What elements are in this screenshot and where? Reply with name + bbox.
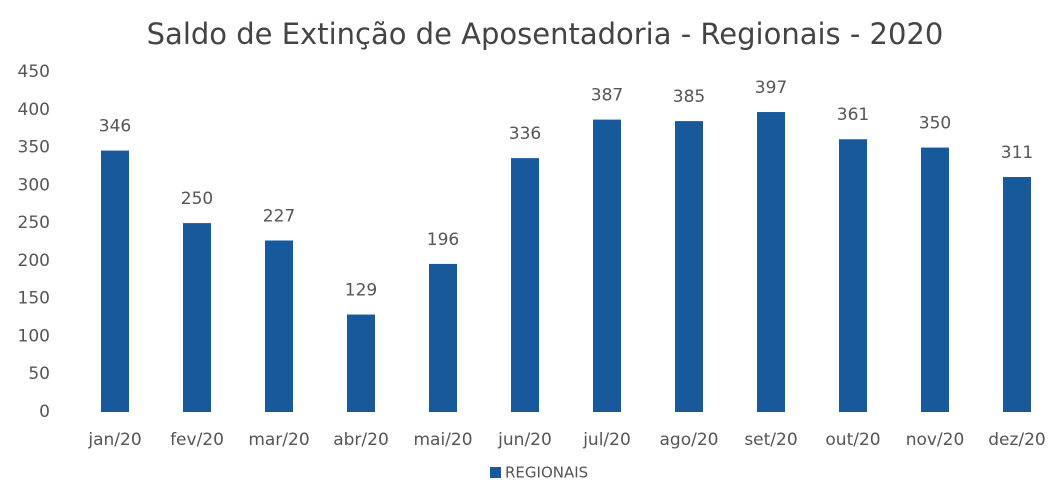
bar	[1003, 177, 1031, 412]
y-tick-label: 300	[18, 175, 50, 195]
data-label: 227	[263, 206, 295, 226]
data-label: 397	[755, 78, 787, 98]
bar	[429, 263, 457, 412]
data-label: 196	[427, 230, 459, 250]
data-label: 250	[181, 189, 213, 209]
y-tick-label: 350	[18, 138, 50, 158]
y-tick-label: 250	[18, 213, 50, 233]
bar	[921, 147, 949, 413]
y-tick-label: 400	[18, 100, 50, 120]
data-label: 387	[591, 86, 623, 106]
x-tick-label: fev/20	[170, 430, 224, 450]
x-tick-label: abr/20	[333, 430, 389, 450]
bar	[347, 314, 375, 412]
data-label: 361	[837, 105, 869, 125]
bar	[265, 240, 293, 412]
bar	[511, 158, 539, 412]
bar	[101, 150, 129, 413]
x-tick-label: jul/20	[582, 430, 631, 450]
y-tick-label: 100	[18, 326, 50, 346]
chart-title: Saldo de Extinção de Aposentadoria - Reg…	[147, 17, 944, 51]
x-tick-label: nov/20	[906, 430, 965, 450]
x-tick-label: out/20	[825, 430, 880, 450]
data-label: 336	[509, 124, 541, 144]
y-tick-label: 150	[18, 289, 50, 309]
data-label: 129	[345, 281, 377, 301]
x-tick-label: jan/20	[87, 430, 141, 450]
bar	[593, 119, 621, 412]
x-tick-label: mai/20	[413, 430, 472, 450]
bar	[183, 223, 211, 412]
y-tick-label: 450	[18, 62, 50, 82]
x-tick-label: jun/20	[497, 430, 552, 450]
data-label: 311	[1001, 143, 1033, 163]
y-tick-label: 200	[18, 251, 50, 271]
bar	[757, 112, 785, 413]
legend-label: REGIONAIS	[505, 464, 588, 482]
legend-swatch	[490, 467, 501, 478]
x-tick-label: ago/20	[660, 430, 719, 450]
y-tick-label: 50	[28, 364, 50, 384]
x-tick-label: dez/20	[988, 430, 1046, 450]
bar	[675, 121, 703, 412]
x-tick-label: set/20	[744, 430, 797, 450]
data-label: 350	[919, 114, 951, 134]
y-tick-label: 0	[39, 402, 50, 422]
data-label: 346	[99, 117, 131, 137]
bar	[839, 139, 867, 412]
x-tick-label: mar/20	[248, 430, 309, 450]
data-label: 385	[673, 87, 705, 107]
